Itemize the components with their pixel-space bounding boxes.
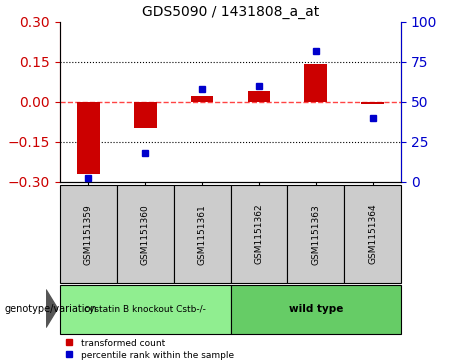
Text: GSM1151363: GSM1151363	[311, 204, 320, 265]
Bar	[77, 102, 100, 174]
FancyBboxPatch shape	[344, 185, 401, 283]
FancyBboxPatch shape	[230, 285, 401, 334]
Bar	[361, 102, 384, 104]
Text: GSM1151362: GSM1151362	[254, 204, 263, 265]
Bar	[248, 91, 270, 102]
FancyBboxPatch shape	[230, 185, 287, 283]
Legend: transformed count, percentile rank within the sample: transformed count, percentile rank withi…	[65, 339, 234, 360]
Text: GSM1151364: GSM1151364	[368, 204, 377, 265]
Text: GSM1151360: GSM1151360	[141, 204, 150, 265]
FancyBboxPatch shape	[117, 185, 174, 283]
Bar	[191, 96, 213, 102]
Text: cystatin B knockout Cstb-/-: cystatin B knockout Cstb-/-	[84, 305, 206, 314]
FancyBboxPatch shape	[287, 185, 344, 283]
Text: GSM1151359: GSM1151359	[84, 204, 93, 265]
Text: wild type: wild type	[289, 305, 343, 314]
Bar	[134, 102, 157, 128]
Text: genotype/variation: genotype/variation	[5, 303, 97, 314]
FancyBboxPatch shape	[174, 185, 230, 283]
Bar	[304, 64, 327, 102]
FancyBboxPatch shape	[60, 185, 117, 283]
Title: GDS5090 / 1431808_a_at: GDS5090 / 1431808_a_at	[142, 5, 319, 19]
FancyBboxPatch shape	[60, 285, 230, 334]
Polygon shape	[46, 290, 58, 327]
Text: GSM1151361: GSM1151361	[198, 204, 207, 265]
